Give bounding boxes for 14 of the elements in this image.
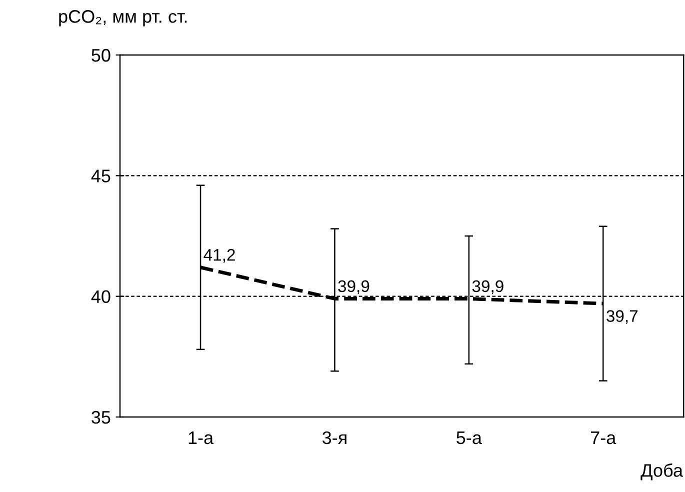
y-tick-label: 40	[91, 290, 110, 304]
x-tick-label: 1-а	[188, 432, 214, 444]
y-tick-label: 35	[92, 410, 110, 424]
y-tick-label: 50	[92, 48, 110, 62]
data-label: 39,7	[606, 310, 638, 324]
x-tick-label: 3-я	[322, 431, 346, 444]
x-axis-title: Доба	[640, 463, 683, 480]
data-label: 39,9	[472, 280, 504, 294]
y-tick-label: 45	[91, 170, 110, 182]
x-tick-label: 7-а	[590, 432, 616, 444]
data-label: 39,9	[338, 280, 370, 294]
x-tick-label: 5-а	[456, 432, 482, 444]
data-label: 41,2	[204, 248, 235, 263]
y-axis-title: pCO₂, мм рт. ст.	[59, 10, 187, 26]
